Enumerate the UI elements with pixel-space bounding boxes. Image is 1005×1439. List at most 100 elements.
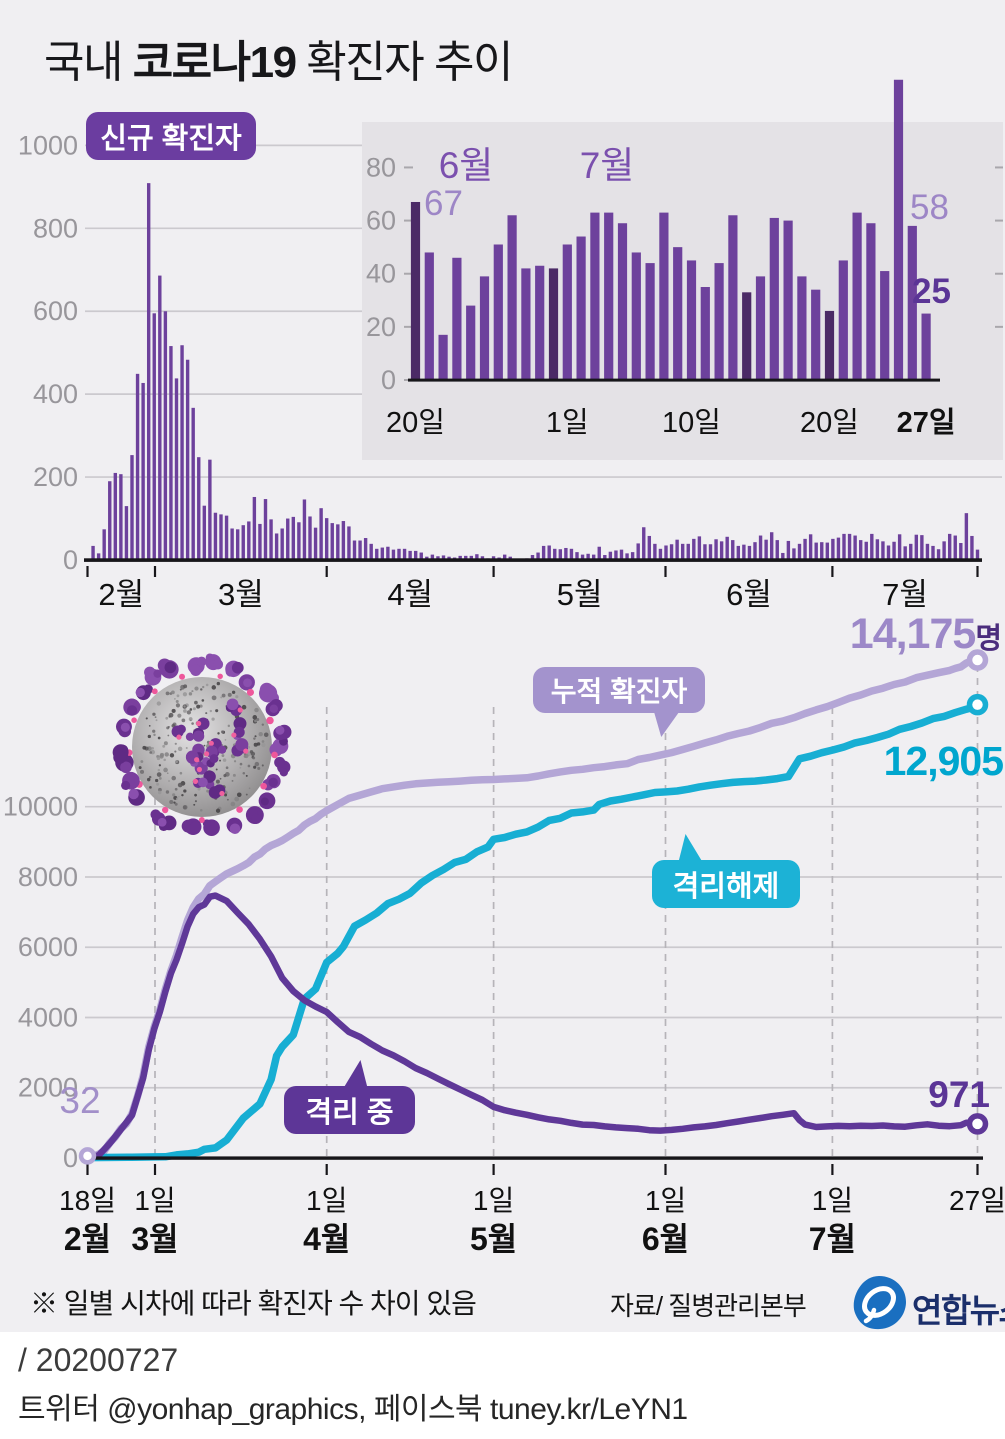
end-marker-1	[966, 693, 989, 716]
month-label: 2월	[98, 577, 144, 612]
month-label: 5월	[557, 577, 603, 612]
badge-tail	[343, 1060, 373, 1088]
footnote: ※ 일별 시차에 따라 확진자 수 차이 있음	[30, 1288, 477, 1319]
axis-tick-label: 400	[33, 379, 78, 409]
legend-new-cases-badge: 신규 확진자	[86, 112, 256, 160]
series-line-1	[83, 700, 982, 1162]
day-label: 18일	[59, 1185, 116, 1216]
axis-tick-label: 10000	[3, 792, 78, 822]
axis-tick-label: 2000	[18, 1073, 78, 1103]
inset-baseline	[408, 378, 940, 382]
month-label: 5월	[470, 1221, 517, 1257]
month-label: 4월	[387, 577, 433, 612]
month-label: 2월	[64, 1221, 111, 1257]
inset-value-label-67: 67	[424, 184, 463, 223]
legend-isolating-label: 격리 중	[305, 1097, 394, 1129]
inset-bar-chart: 0 20 40 60 80 6월 7월 20일 1일 10일 20일 27일	[362, 79, 1003, 460]
month-label: 7월	[882, 577, 928, 612]
legend-released-label: 격리해제	[672, 871, 780, 903]
cumulative-total-value: 14,175	[849, 610, 977, 658]
axis-tick-label: 6000	[18, 932, 78, 962]
end-marker-0	[966, 649, 989, 671]
page-title: 국내 코로나19 확진자 추이	[44, 26, 513, 90]
day-label: 1일	[134, 1185, 175, 1216]
cumulative-total-label: 14,175명	[780, 610, 1002, 659]
isolating-total-label: 971	[928, 1074, 990, 1115]
badge-tail	[648, 711, 680, 737]
released-total-label: 12,905	[883, 738, 1004, 784]
day-label: 1일	[473, 1185, 514, 1216]
day-label: 27일	[949, 1185, 1005, 1216]
virus-illustration	[112, 653, 292, 836]
inset-day-label: 27일	[897, 406, 956, 439]
month-label: 6월	[726, 577, 772, 612]
main-y-labels: 0 200 400 600 800 1000	[18, 130, 78, 575]
legend-cumulative-label: 누적 확진자	[550, 676, 688, 707]
day-label: 1일	[306, 1185, 347, 1216]
title-suffix: 확진자 추이	[295, 38, 513, 87]
legend-released-badge: 격리해제	[652, 834, 800, 908]
yonhap-logo-text: 연합뉴스	[912, 1292, 1005, 1329]
axis-tick-label: 0	[63, 1143, 78, 1173]
axis-tick-label: 40	[366, 259, 396, 289]
axis-tick-label: 60	[366, 206, 396, 236]
axis-tick-label: 20	[366, 312, 396, 342]
inset-value-label-58: 58	[910, 188, 949, 227]
cumulative-total-unit: 명	[975, 623, 1002, 655]
line-y-labels: 0 2000 4000 6000 8000 10000	[3, 792, 78, 1173]
month-label: 3월	[218, 577, 264, 612]
social-links-line: 트위터 @yonhap_graphics, 페이스북 tuney.kr/LeYN…	[18, 1393, 688, 1426]
title-bold: 코로나19	[132, 38, 297, 87]
inset-day-label: 1일	[546, 407, 589, 439]
series-line-2	[84, 892, 981, 1161]
month-label: 7월	[809, 1221, 856, 1257]
line-start-value-label: 32	[59, 1080, 101, 1121]
inset-x-labels: 20일 1일 10일 20일 27일	[386, 406, 956, 439]
end-marker-2	[966, 1113, 989, 1135]
line-markers	[78, 649, 989, 1165]
axis-tick-label: 600	[33, 296, 78, 326]
day-label: 1일	[645, 1185, 686, 1216]
line-dashed-month-lines	[154, 652, 979, 1156]
inset-day-label: 20일	[800, 407, 859, 439]
line-x-axis: 18일 2월 1일 3월 1일 4월 1일 5월 1일 6월 1일 7월 27일	[59, 1156, 1005, 1257]
axis-tick-label: 80	[366, 152, 396, 182]
axis-tick-label: 4000	[18, 1002, 78, 1032]
inset-day-label: 20일	[386, 407, 445, 439]
axis-tick-label: 200	[33, 462, 78, 492]
badge-tail	[673, 834, 703, 862]
legend-new-cases-label: 신규 확진자	[100, 123, 242, 155]
day-label: 1일	[812, 1185, 853, 1216]
virus-spikes	[112, 653, 292, 836]
inset-bars	[410, 79, 931, 380]
month-label: 3월	[131, 1221, 178, 1257]
legend-cumulative-badge: 누적 확진자	[533, 667, 705, 737]
axis-tick-label: 1000	[18, 130, 78, 160]
axis-tick-label: 0	[381, 365, 396, 395]
axis-tick-label: 8000	[18, 862, 78, 892]
source-credit: 자료/ 질병관리본부	[610, 1291, 807, 1321]
inset-day-label: 10일	[662, 407, 721, 439]
inset-value-label-25: 25	[912, 272, 951, 311]
bottom-strip: / 20200727 트위터 @yonhap_graphics, 페이스북 tu…	[0, 1332, 1005, 1439]
axis-tick-label: 0	[63, 545, 78, 575]
main-x-axis: 2월 3월 4월 5월 6월 7월	[84, 558, 982, 612]
inset-month-label: 7월	[580, 145, 635, 186]
month-label: 6월	[642, 1221, 689, 1257]
line-chart: 020004000600080001000018일2월1일3월1일4월1일5월1…	[3, 649, 1005, 1257]
inset-month-label: 6월	[439, 145, 494, 186]
title-prefix: 국내	[44, 38, 133, 87]
legend-isolating-badge: 격리 중	[284, 1060, 415, 1134]
inset-month-labels: 6월 7월	[439, 145, 635, 186]
axis-tick-label: 800	[33, 213, 78, 243]
main-bars	[85, 183, 980, 560]
inset-y-labels: 0 20 40 60 80	[366, 152, 1003, 395]
line-series	[83, 656, 982, 1162]
month-label: 4월	[303, 1221, 350, 1257]
yonhap-logo-icon	[852, 1275, 907, 1330]
start-marker	[78, 1147, 97, 1165]
line-gridlines	[85, 805, 1002, 1089]
